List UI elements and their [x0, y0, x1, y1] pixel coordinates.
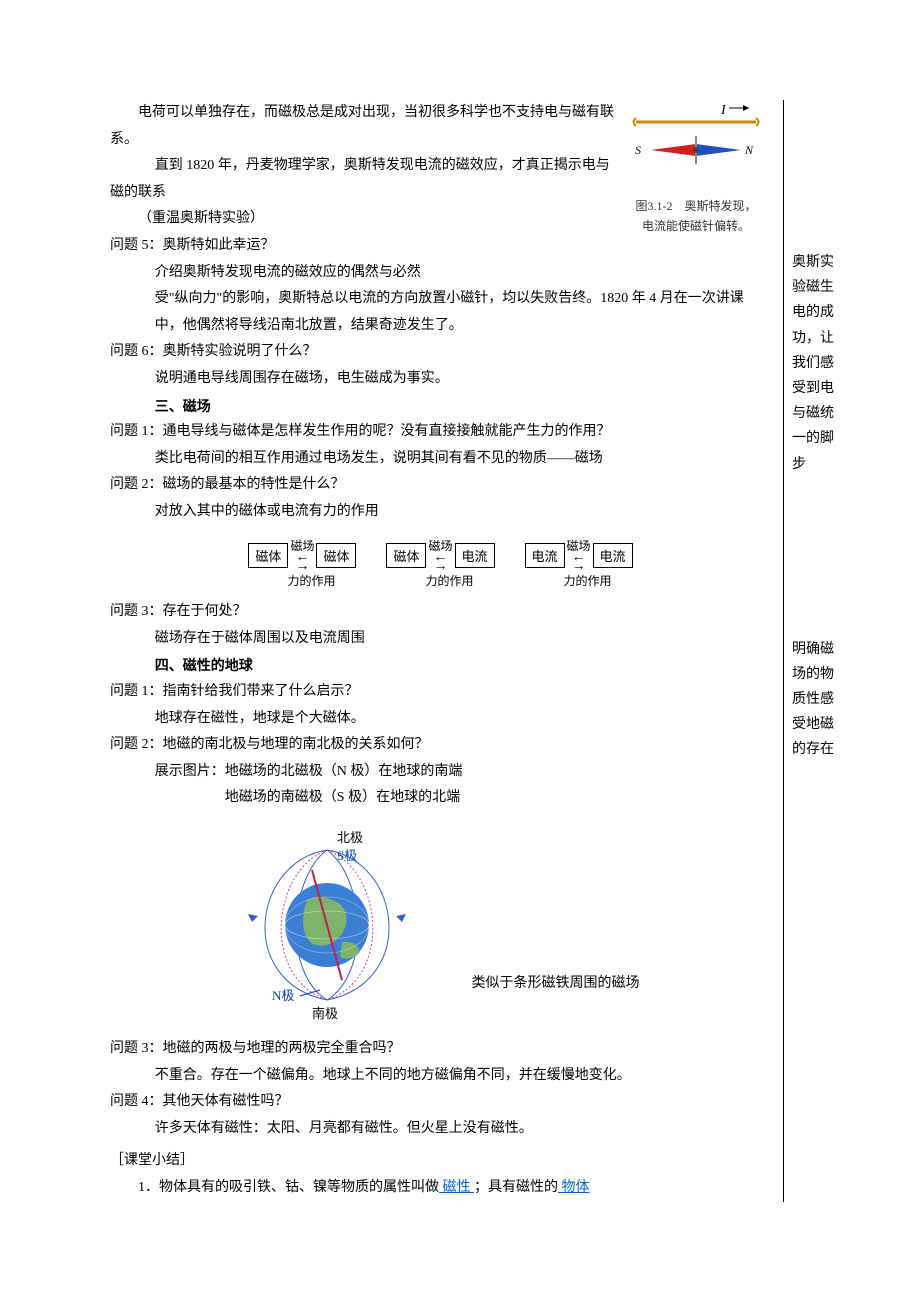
summary-1a: 1．物体具有的吸引铁、钴、镍等物质的属性叫做 [138, 1180, 439, 1195]
q5-line1: 介绍奥斯特发现电流的磁效应的偶然与必然 [110, 260, 771, 287]
sec3-q2-ans: 对放入其中的磁体或电流有力的作用 [110, 499, 771, 526]
box-right-2: 电流 [455, 543, 495, 568]
sec3-q2: 问题 2：磁场的最基本的特性是什么？ [110, 472, 771, 499]
label-n: N [744, 143, 754, 157]
label-s: S [635, 143, 641, 157]
interaction-diagram: 磁体 磁场 ←→ 磁体 力的作用 磁体 磁场 ←→ 电流 [110, 540, 771, 590]
q6-line1: 说明通电导线周围存在磁场，电生磁成为事实。 [110, 366, 771, 393]
s-pole: S极 [337, 848, 357, 863]
summary-link2[interactable]: 物体 [558, 1180, 590, 1195]
bottom-label-1: 力的作用 [287, 572, 335, 589]
sec4-q4: 问题 4：其他天体有磁性吗？ [110, 1089, 771, 1116]
pair-3: 电流 磁场 ←→ 电流 力的作用 [525, 540, 633, 590]
oersted-figure: I S N 图3.1-2 奥斯特发现， 电流能使磁针偏转。 [621, 100, 771, 235]
pair-1: 磁体 磁场 ←→ 磁体 力的作用 [248, 540, 356, 590]
side-note-2: 明确磁场的物质性感受地磁的存在 [792, 637, 840, 763]
earth-caption: 类似于条形磁铁周围的磁场 [472, 972, 640, 1022]
sec4-q2-l2: 地磁场的南磁极（S 极）在地球的北端 [110, 785, 771, 812]
bottom-label-2: 力的作用 [425, 572, 473, 589]
box-left-2: 磁体 [386, 543, 426, 568]
box-right-3: 电流 [593, 543, 633, 568]
fig1-caption1: 图3.1-2 奥斯特发现， [621, 197, 771, 215]
q5-line2: 受"纵向力"的影响，奥斯特总以电流的方向放置小磁针，均以失败告终。1820 年 … [110, 286, 771, 339]
sec4-q4-ans: 许多天体有磁性：太阳、月亮都有磁性。但火星上没有磁性。 [110, 1116, 771, 1143]
sec4-q3-ans: 不重合。存在一个磁偏角。地球上不同的地方磁偏角不同，并在缓慢地变化。 [110, 1063, 771, 1090]
summary-line1: 1．物体具有的吸引铁、钴、镍等物质的属性叫做 磁性 ；具有磁性的 物体 [110, 1175, 771, 1202]
pair-2: 磁体 磁场 ←→ 电流 力的作用 [386, 540, 494, 590]
sec4-q3: 问题 3：地磁的两极与地理的两极完全重合吗？ [110, 1036, 771, 1063]
north-geo: 北极 [337, 830, 363, 845]
box-right-1: 磁体 [316, 543, 356, 568]
side-note-1: 奥斯实验磁生电的成功，让我们感受到电与磁统一的脚步 [792, 250, 840, 477]
label-i: I [720, 103, 727, 118]
sec4-q1-ans: 地球存在磁性，地球是个大磁体。 [110, 706, 771, 733]
n-pole: N极 [272, 988, 294, 1003]
bottom-label-3: 力的作用 [564, 572, 612, 589]
box-left-3: 电流 [525, 543, 565, 568]
south-geo: 南极 [312, 1006, 338, 1021]
earth-svg: 北极 S极 N极 南极 [212, 822, 442, 1022]
sec4-q1: 问题 1：指南针给我们带来了什么启示？ [110, 679, 771, 706]
sec3-q1: 问题 1：通电导线与磁体是怎样发生作用的呢？没有直接接触就能产生力的作用？ [110, 419, 771, 446]
box-left-1: 磁体 [248, 543, 288, 568]
oersted-svg: I S N [621, 100, 771, 190]
sec3-q1-ans: 类比电荷间的相互作用通过电场发生，说明其间有看不见的物质——磁场 [110, 446, 771, 473]
summary-link1[interactable]: 磁性 [439, 1180, 474, 1195]
sec4-q2: 问题 2：地磁的南北极与地理的南北极的关系如何？ [110, 732, 771, 759]
summary-head: ［课堂小结］ [110, 1148, 771, 1175]
summary-1b: ；具有磁性的 [474, 1180, 558, 1195]
q5-title: 问题 5：奥斯特如此幸运？ [110, 233, 771, 260]
q6-title: 问题 6：奥斯特实验说明了什么？ [110, 339, 771, 366]
sec4-title: 四、磁性的地球 [110, 652, 771, 679]
sec3-q3-ans: 磁场存在于磁体周围以及电流周围 [110, 626, 771, 653]
fig1-caption2: 电流能使磁针偏转。 [621, 217, 771, 235]
sec4-q2-l1: 展示图片：地磁场的北磁极（N 极）在地球的南端 [110, 759, 771, 786]
sec3-title: 三、磁场 [110, 393, 771, 420]
sec3-q3: 问题 3：存在于何处？ [110, 599, 771, 626]
